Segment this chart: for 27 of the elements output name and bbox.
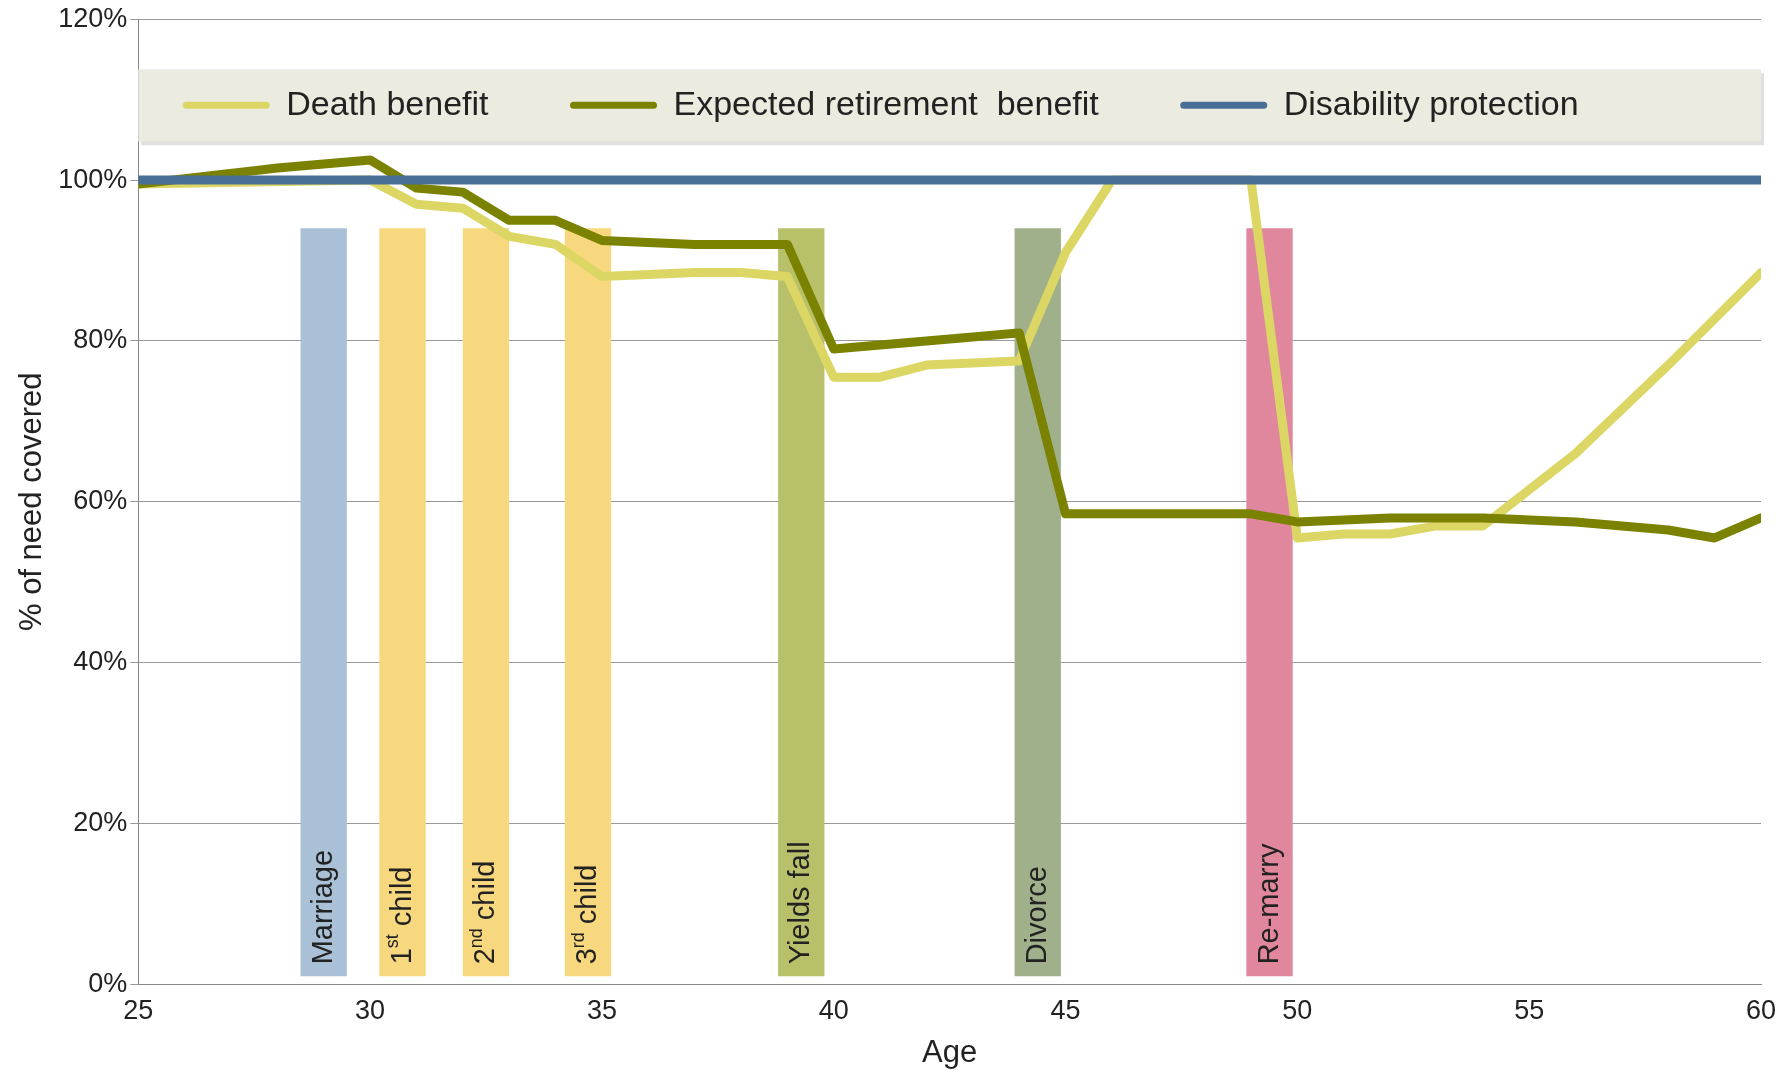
- band-label: Marriage: [305, 849, 338, 965]
- band-label: 1st child: [382, 866, 417, 965]
- x-tick-label: 40: [818, 995, 849, 1026]
- x-tick-label: 55: [1514, 995, 1545, 1026]
- y-tick-label: 120%: [58, 2, 128, 33]
- y-tick-label: 100%: [58, 163, 128, 194]
- y-axis-title: % of need covered: [13, 372, 49, 632]
- band-label: 2nd child: [465, 860, 500, 965]
- x-tick-label: 35: [586, 995, 617, 1026]
- x-tick-label: 30: [355, 995, 386, 1026]
- x-axis-title: Age: [922, 1033, 978, 1069]
- band-label: Divorce: [1019, 866, 1052, 965]
- band-label: 3rd child: [567, 864, 602, 965]
- band-label: Re-marry: [1251, 843, 1284, 965]
- x-tick-label: 50: [1282, 995, 1313, 1026]
- legend-label: Expected retirement benefit: [673, 83, 1100, 122]
- y-tick-label: 0%: [88, 967, 128, 998]
- y-tick-label: 40%: [73, 646, 128, 677]
- x-tick-label: 45: [1050, 995, 1081, 1026]
- y-tick-label: 20%: [73, 806, 128, 837]
- legend-label: Death benefit: [286, 83, 490, 122]
- y-tick-label: 80%: [73, 324, 128, 355]
- y-tick-label: 60%: [73, 485, 128, 516]
- x-tick-label: 60: [1745, 995, 1777, 1026]
- band-label: Yields fall: [783, 841, 816, 965]
- x-tick-label: 25: [123, 995, 154, 1026]
- legend-label: Disability protection: [1283, 83, 1579, 122]
